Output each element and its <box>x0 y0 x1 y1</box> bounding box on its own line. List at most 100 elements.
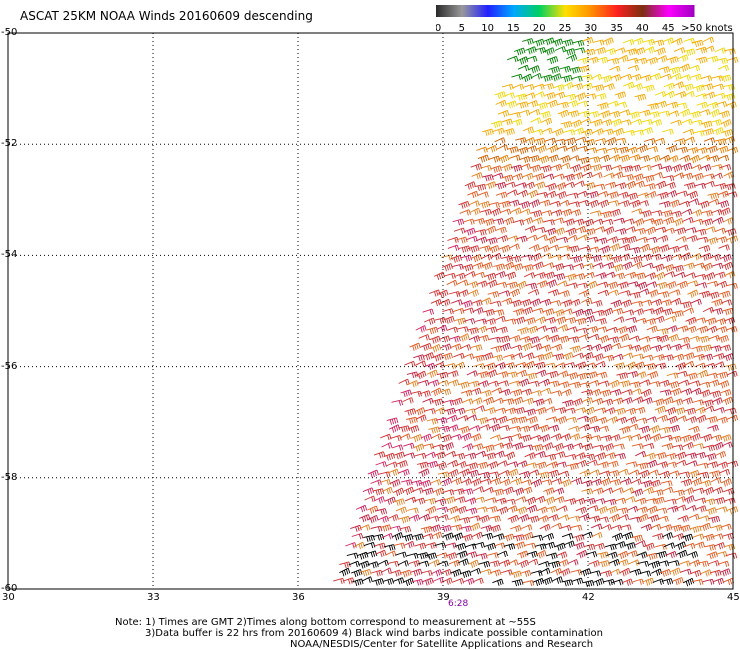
wind-barb <box>589 388 602 397</box>
wind-barb <box>698 290 711 299</box>
wind-barb <box>684 407 696 416</box>
wind-barb <box>497 154 510 164</box>
wind-barb <box>541 127 553 135</box>
wind-barb <box>593 309 605 317</box>
wind-barb <box>554 316 567 325</box>
wind-barb <box>584 93 597 100</box>
wind-barb <box>712 216 724 225</box>
wind-barb <box>382 578 395 586</box>
wind-barb <box>526 504 538 514</box>
wind-barb <box>667 560 680 567</box>
wind-barb <box>660 299 672 307</box>
wind-barb <box>489 423 501 432</box>
wind-barb <box>726 370 738 378</box>
wind-barb <box>560 74 573 83</box>
wind-barb <box>448 559 461 567</box>
wind-barb <box>716 57 728 65</box>
wind-barb <box>688 335 700 343</box>
wind-barb <box>528 199 540 208</box>
wind-barb <box>720 253 732 263</box>
wind-barb <box>631 534 644 542</box>
wind-barb <box>641 397 653 405</box>
wind-barb <box>701 399 714 407</box>
wind-barb <box>430 298 442 307</box>
wind-barb <box>501 118 513 126</box>
wind-barb <box>574 92 587 101</box>
wind-barb <box>403 540 415 549</box>
wind-barb <box>459 570 472 578</box>
wind-barb <box>690 477 702 487</box>
wind-barb <box>588 333 600 341</box>
wind-barb <box>494 181 507 190</box>
wind-barb <box>654 226 667 234</box>
wind-barb <box>717 145 729 154</box>
wind-barb <box>715 326 728 334</box>
wind-barb <box>520 254 533 261</box>
wind-barb <box>609 513 621 523</box>
wind-barb <box>597 102 609 110</box>
wind-barb <box>582 36 594 45</box>
wind-barb <box>457 415 469 422</box>
wind-barb <box>477 334 490 342</box>
wind-barb <box>547 154 560 163</box>
wind-barb <box>464 452 477 460</box>
wind-barb <box>558 290 570 298</box>
wind-barb <box>669 567 681 576</box>
wind-barb <box>535 144 547 154</box>
wind-barb <box>674 271 686 279</box>
wind-barb <box>723 543 736 551</box>
wind-barb <box>365 550 378 558</box>
wind-barb <box>579 568 592 577</box>
wind-barb <box>587 246 600 253</box>
wind-barb <box>422 443 435 450</box>
wind-barb <box>480 525 493 532</box>
wind-barb <box>506 461 519 468</box>
wind-barb <box>682 83 694 92</box>
wind-barb <box>467 190 479 199</box>
wind-barb <box>522 38 534 45</box>
wind-barb <box>488 201 500 209</box>
wind-barb <box>668 66 681 75</box>
wind-barb <box>612 171 624 179</box>
wind-barb <box>626 192 638 201</box>
wind-barb <box>473 541 485 549</box>
wind-barb <box>557 370 569 378</box>
wind-barb <box>549 254 562 261</box>
wind-barb <box>703 45 715 52</box>
wind-barb <box>701 210 713 217</box>
wind-barb <box>624 496 636 503</box>
wind-barb <box>524 317 536 325</box>
wind-barb <box>655 100 668 108</box>
wind-barb <box>726 326 738 334</box>
wind-barb <box>614 182 627 190</box>
wind-barb <box>466 370 478 377</box>
wind-barb <box>515 137 527 144</box>
wind-barb <box>408 514 420 522</box>
wind-barb <box>547 244 560 252</box>
wind-barb <box>610 118 622 127</box>
wind-barb <box>636 506 648 514</box>
wind-barb <box>699 479 712 487</box>
wind-barb <box>495 99 507 108</box>
wind-barb <box>664 90 676 99</box>
wind-barb <box>704 544 716 551</box>
map-frame <box>7 32 734 590</box>
wind-barb <box>702 306 714 314</box>
wind-barb <box>528 65 541 74</box>
wind-barb <box>625 48 638 56</box>
wind-barb <box>460 525 472 533</box>
wind-barb <box>631 261 643 270</box>
wind-barb <box>624 180 636 190</box>
wind-barb <box>630 255 643 263</box>
wind-barb <box>677 244 689 251</box>
wind-barb <box>550 433 562 441</box>
wind-barb <box>648 560 661 569</box>
wind-barb <box>683 542 696 550</box>
wind-barb <box>592 353 604 362</box>
wind-barb <box>522 397 535 405</box>
wind-barb <box>457 289 469 297</box>
wind-barb <box>594 360 606 368</box>
wind-barb <box>655 543 667 551</box>
wind-barb <box>672 264 684 273</box>
wind-barb <box>724 407 737 415</box>
